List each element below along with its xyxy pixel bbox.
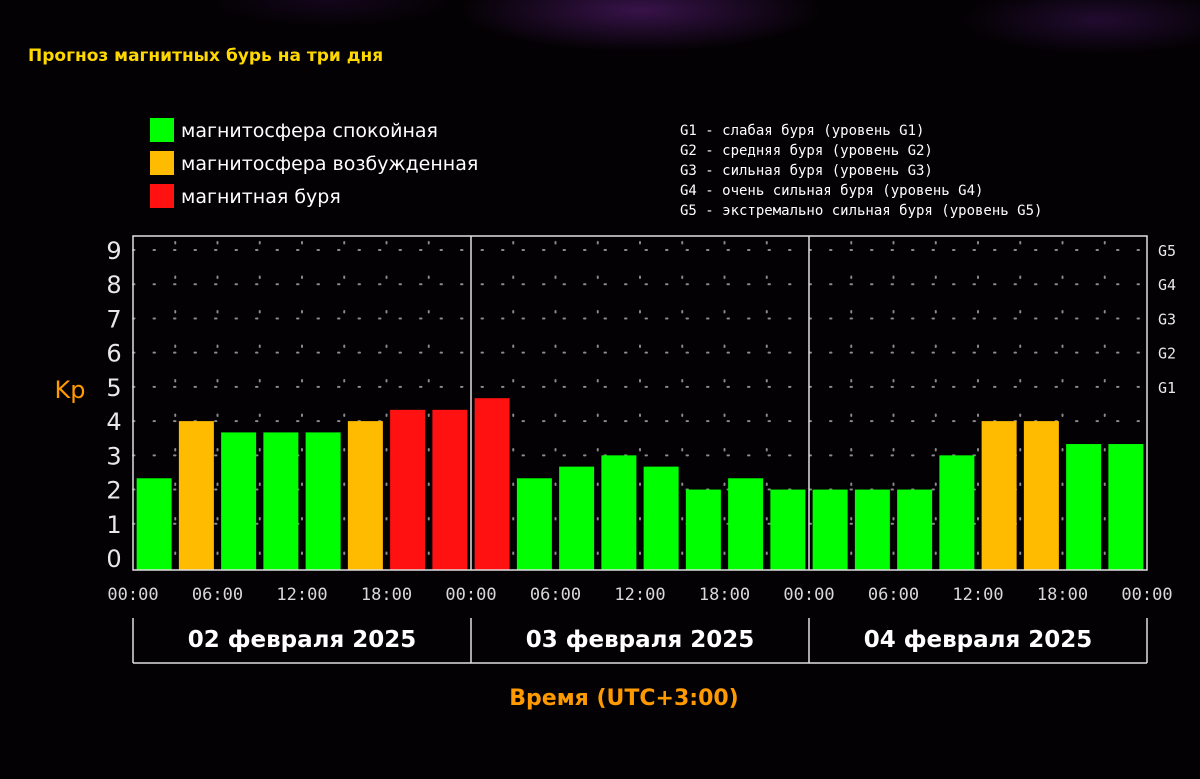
x-tick-label: 06:00	[192, 585, 243, 605]
legend: магнитосфера спокойная магнитосфера возбу…	[150, 118, 478, 208]
legend-swatch	[150, 184, 174, 208]
bar	[770, 489, 806, 570]
legend-label: магнитная буря	[181, 186, 341, 208]
day-label: 02 февраля 2025	[188, 627, 417, 653]
x-axis-ticks: 00:00 06:00 12:00 18:00 00:00 06:00 12:00 18:00…	[107, 585, 1172, 605]
bar	[559, 466, 595, 570]
bar	[390, 409, 426, 570]
g-tick-label: G3	[1158, 310, 1176, 328]
y-tick-label: 1	[106, 511, 121, 539]
x-tick-label: 18:00	[361, 585, 412, 605]
x-tick-label: 00:00	[783, 585, 834, 605]
bar	[601, 455, 637, 570]
y-tick-label: 4	[106, 408, 121, 436]
bar	[981, 421, 1017, 570]
y-tick-label: 6	[106, 340, 121, 368]
page-title: Прогноз магнитных бурь на три дня	[28, 46, 384, 66]
bar	[474, 398, 510, 570]
y-axis-label: Kp	[55, 376, 86, 404]
bar	[897, 489, 933, 570]
g-tick-label: G5	[1158, 242, 1176, 260]
g-level-label: G3 - сильная буря (уровень G3)	[680, 163, 933, 179]
x-axis-label: Время (UTC+3:00)	[509, 686, 739, 711]
bar	[1066, 444, 1102, 570]
x-tick-label: 00:00	[107, 585, 158, 605]
bar	[432, 409, 468, 570]
g-tick-label: G1	[1158, 379, 1176, 397]
bar	[1108, 444, 1144, 570]
x-tick-label: 06:00	[530, 585, 581, 605]
bar	[1023, 421, 1059, 570]
x-tick-label: 00:00	[1121, 585, 1172, 605]
plot-border	[132, 235, 1148, 571]
g-level-label: G4 - очень сильная буря (уровень G4)	[680, 183, 983, 199]
y-tick-label: 8	[106, 271, 121, 299]
y-tick-label: 2	[106, 477, 121, 505]
legend-swatch	[150, 151, 174, 175]
y-tick-label: 9	[106, 237, 121, 265]
bar	[643, 466, 679, 570]
bar	[685, 489, 721, 570]
g-level-label: G2 - средняя буря (уровень G2)	[680, 143, 933, 159]
y-tick-label: 0	[106, 545, 121, 573]
g-level-label: G5 - экстремально сильная буря (уровень …	[680, 203, 1042, 219]
bar	[347, 421, 383, 570]
plot-frame	[132, 235, 1148, 571]
day-labels: 02 февраля 2025 03 февраля 2025 04 февраля…	[132, 618, 1148, 664]
bar	[263, 432, 299, 570]
bar	[305, 432, 341, 570]
x-tick-label: 12:00	[276, 585, 327, 605]
bar	[221, 432, 257, 570]
bar	[516, 478, 552, 570]
y-tick-label: 7	[106, 305, 121, 333]
bar	[854, 489, 890, 570]
g-level-legend: G1 - слабая буря (уровень G1) G2 - средня…	[680, 123, 1042, 219]
day-label: 03 февраля 2025	[526, 627, 755, 653]
bar	[136, 478, 172, 570]
y-tick-label: 5	[106, 374, 121, 402]
bar	[728, 478, 764, 570]
x-tick-label: 12:00	[952, 585, 1003, 605]
y-tick-label: 3	[106, 442, 121, 470]
x-tick-label: 18:00	[1037, 585, 1088, 605]
legend-label: магнитосфера спокойная	[181, 120, 438, 142]
bar	[939, 455, 975, 570]
g-tick-label: G2	[1158, 345, 1176, 363]
x-tick-label: 18:00	[699, 585, 750, 605]
bar	[178, 421, 214, 570]
x-tick-label: 06:00	[868, 585, 919, 605]
g-level-label: G1 - слабая буря (уровень G1)	[680, 123, 924, 139]
x-tick-label: 00:00	[445, 585, 496, 605]
y-axis-ticks: 0 1 2 3 4 5 6 7 8 9	[106, 237, 121, 573]
x-tick-label: 12:00	[614, 585, 665, 605]
day-label: 04 февраля 2025	[864, 627, 1093, 653]
bars	[136, 398, 1144, 570]
g-axis-ticks: G1 G2 G3 G4 G5	[1158, 242, 1176, 397]
g-tick-label: G4	[1158, 276, 1176, 294]
legend-label: магнитосфера возбужденная	[181, 153, 478, 175]
legend-swatch	[150, 118, 174, 142]
bar	[812, 489, 848, 570]
